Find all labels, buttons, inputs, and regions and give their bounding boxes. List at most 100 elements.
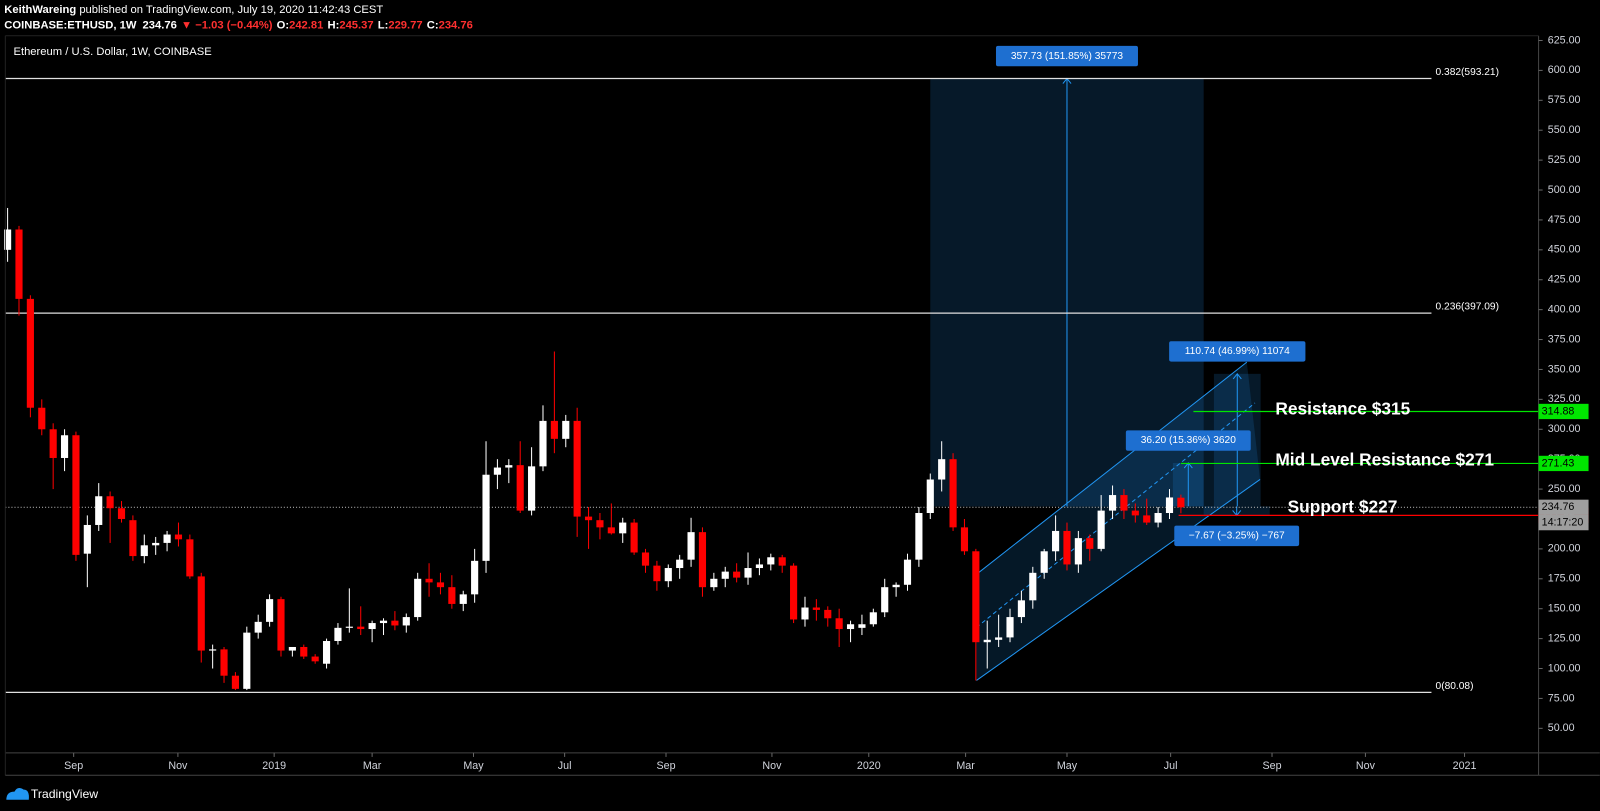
candle-body <box>493 467 501 475</box>
measure-label: −7.67 (−3.25%) −767 <box>1189 531 1285 542</box>
candle-body <box>402 617 410 626</box>
annotation: Support $227 <box>1288 497 1398 517</box>
y-tick-label: 150.00 <box>1548 603 1581 615</box>
candle-body <box>687 532 695 560</box>
measure-label: 36.20 (15.36%) 3620 <box>1141 435 1236 446</box>
x-tick-label: Nov <box>1356 760 1376 772</box>
candle-body <box>425 578 433 583</box>
price-tag: 314.88 <box>1542 405 1575 417</box>
y-tick-label: 525.00 <box>1548 154 1581 166</box>
candle-body <box>790 565 798 620</box>
candle-body <box>471 560 479 595</box>
candle-body <box>311 656 319 662</box>
symbol: COINBASE:ETHUSD, 1W <box>4 19 137 31</box>
y-tick-label: 175.00 <box>1548 573 1581 585</box>
candle-body <box>209 649 217 651</box>
candle-body <box>573 420 581 517</box>
channel-mid <box>976 402 1256 628</box>
candle-body <box>539 420 547 467</box>
y-tick-label: 125.00 <box>1548 632 1581 644</box>
fib-label: 0.382(593.21) <box>1436 67 1499 78</box>
candle-body <box>926 479 934 514</box>
candle-body <box>858 624 866 628</box>
candle-body <box>630 522 638 553</box>
y-tick-label: 325.00 <box>1548 393 1581 405</box>
candle-body <box>676 559 684 569</box>
axis-layer: 50.00 75.00 100.00 125.00 150.00 175.00 200.00… <box>64 34 1589 772</box>
candle-body <box>1154 513 1162 523</box>
candle-body <box>266 599 274 622</box>
candle-body <box>60 435 69 458</box>
price-tag-box <box>1538 455 1589 472</box>
header-line-2: COINBASE:ETHUSD, 1W 234.76 ▼ −1.03 (−0.44%… <box>4 19 473 31</box>
measure-label-box <box>1169 341 1306 362</box>
candle-body <box>1086 538 1094 549</box>
y-tick-label: 200.00 <box>1548 543 1581 555</box>
candle-body <box>949 459 957 528</box>
candle-body <box>778 557 786 566</box>
y-tick-label: 425.00 <box>1548 274 1581 286</box>
price-tag: 234.76 <box>1542 501 1575 513</box>
candle-body <box>698 532 707 588</box>
candle-body <box>915 513 923 560</box>
candle-body <box>140 545 148 557</box>
candle-body <box>653 565 661 582</box>
candle-body <box>903 559 912 585</box>
x-tick-label: 2021 <box>1453 760 1477 772</box>
candle-body <box>619 522 627 534</box>
candle-body <box>83 524 91 554</box>
candle-body <box>1108 495 1117 511</box>
candle-body <box>960 527 969 552</box>
candle-body <box>288 646 296 651</box>
y-tick-label: 575.00 <box>1548 94 1581 106</box>
candle-body <box>345 626 353 628</box>
y-tick-label: 625.00 <box>1548 34 1581 46</box>
x-tick-label: Nov <box>762 760 782 772</box>
candle-body <box>391 620 399 626</box>
measure-label: 110.74 (46.99%) 11074 <box>1185 346 1290 357</box>
candle-body <box>26 298 34 408</box>
candle-body <box>368 623 376 630</box>
candle-body <box>49 429 57 458</box>
candle-body <box>106 496 114 509</box>
y-tick-label: 600.00 <box>1548 64 1581 76</box>
candle-body <box>983 639 991 643</box>
ohlc-value: 242.81 <box>289 19 323 31</box>
candle-body <box>516 465 524 511</box>
candle-body <box>528 466 536 511</box>
candle-body <box>414 578 422 618</box>
measure-label-box <box>1125 430 1251 451</box>
x-tick-label: 2020 <box>857 760 881 772</box>
x-tick-label: Mar <box>956 760 975 772</box>
candle-body <box>436 582 445 588</box>
candle-body <box>1040 551 1048 573</box>
header-line-1: KeithWareing published on TradingView.co… <box>4 4 383 16</box>
candle-body <box>938 459 946 480</box>
y-tick-label: 475.00 <box>1548 214 1581 226</box>
brand: TradingView <box>31 787 98 801</box>
candle-body <box>1063 530 1071 565</box>
candle-body <box>1143 515 1151 523</box>
x-tick-label: Sep <box>656 760 675 772</box>
y-tick-label: 500.00 <box>1548 184 1581 196</box>
candle-body <box>835 618 843 630</box>
candle-body <box>38 407 46 430</box>
candle-body <box>733 571 741 578</box>
y-tick-label: 250.00 <box>1548 483 1581 495</box>
measure-label: 357.73 (151.85%) 35773 <box>1011 51 1123 62</box>
candle-body <box>550 420 558 439</box>
ohlc-label: H: <box>327 19 339 31</box>
candle-body <box>721 571 729 579</box>
y-tick-label: 75.00 <box>1548 692 1575 704</box>
y-tick-label: 450.00 <box>1548 244 1581 256</box>
candle-body <box>824 609 832 619</box>
candle-body <box>1006 617 1014 638</box>
candle-body <box>1165 497 1174 514</box>
published: published on TradingView.com, July 19, 2… <box>79 4 383 16</box>
candle-body <box>379 620 388 624</box>
candle-body <box>1131 510 1139 516</box>
candle-body <box>744 568 752 578</box>
price-tag: 271.43 <box>1542 457 1575 469</box>
candle-body <box>664 568 672 582</box>
candle-body <box>505 465 513 468</box>
